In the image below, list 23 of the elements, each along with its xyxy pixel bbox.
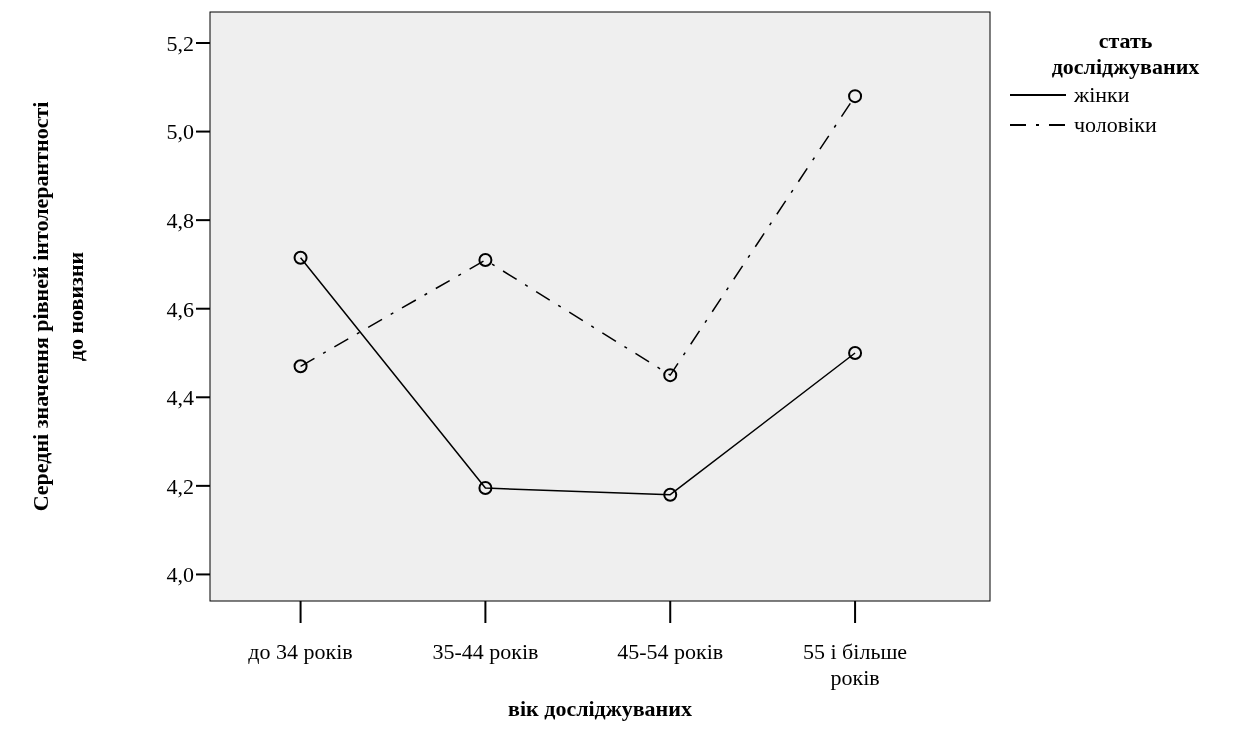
- y-tick-label: 4,0: [166, 562, 194, 588]
- point: [293, 359, 308, 374]
- legend-label: чоловіки: [1074, 112, 1157, 138]
- y-tick-label: 4,6: [166, 296, 194, 322]
- y-axis-title: Середні значення рівней інтолерантності до новизни: [28, 101, 88, 512]
- point: [478, 253, 493, 267]
- x-tick-label: 45-54 років: [617, 639, 724, 664]
- y-tick-label: 5,2: [166, 30, 194, 56]
- point: [478, 481, 493, 496]
- x-tick-label: до 34 років: [248, 639, 353, 664]
- point: [848, 89, 863, 104]
- x-axis-title: вік досліджуваних: [508, 696, 692, 721]
- y-tick-label: 4,8: [166, 207, 194, 233]
- point: [663, 487, 678, 502]
- legend-label: жінки: [1074, 82, 1130, 108]
- y-tick-label: 5,0: [166, 119, 194, 145]
- point: [293, 250, 308, 265]
- point: [663, 368, 678, 383]
- point: [848, 346, 863, 360]
- y-tick-label: 4,2: [166, 473, 194, 499]
- x-tick-label: 55 і більше років: [803, 639, 908, 690]
- x-tick-label: 35-44 років: [432, 639, 539, 664]
- y-tick-label: 4,4: [166, 385, 194, 411]
